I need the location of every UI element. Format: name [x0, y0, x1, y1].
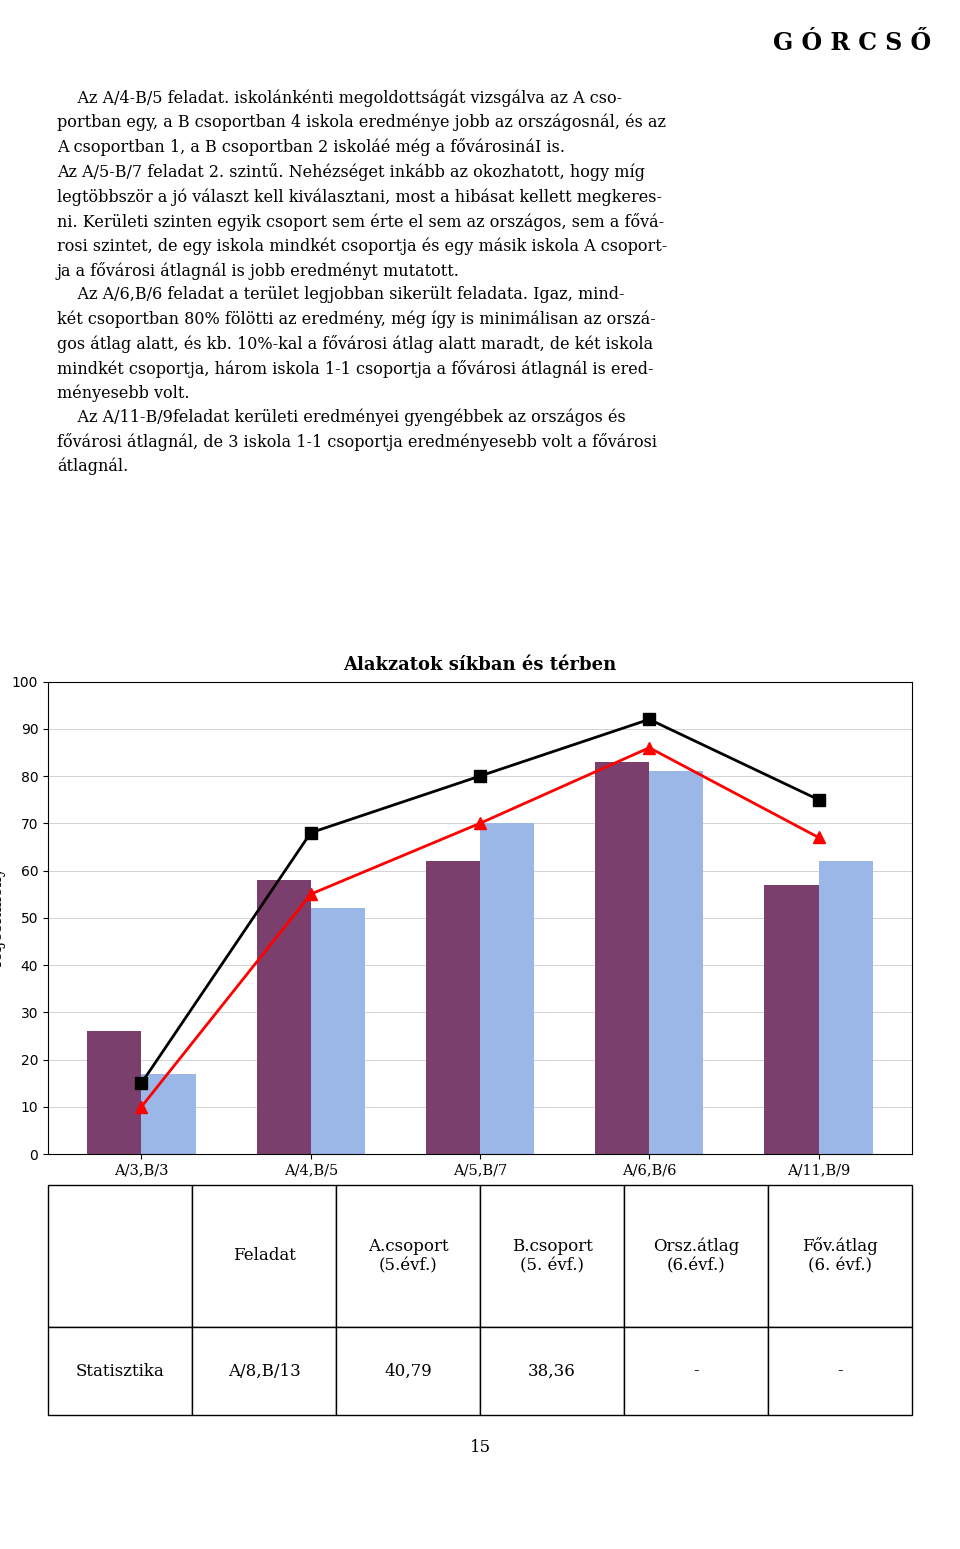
X-axis label: Feladat: Feladat	[447, 1187, 513, 1204]
Y-axis label: Teljesítmény: Teljesítmény	[0, 866, 7, 970]
Text: Az A/4-B/5 feladat. iskolánkénti megoldottságát vizsgálva az A cso-
portban egy,: Az A/4-B/5 feladat. iskolánkénti megoldo…	[57, 90, 667, 476]
Bar	[141, 1073, 196, 1154]
Text: G Ó R C S Ő: G Ó R C S Ő	[773, 31, 931, 54]
Bar	[426, 861, 480, 1154]
Bar	[148, 29, 180, 62]
Bar	[819, 861, 873, 1154]
Bar	[82, 29, 114, 62]
Legend: A csoport, B csoport, Országos átlag, Fővárosi átlag: A csoport, B csoport, Országos átlag, Fő…	[210, 1295, 750, 1326]
Bar	[649, 771, 704, 1154]
Bar	[480, 824, 534, 1154]
Bar	[347, 29, 379, 62]
Bar	[764, 884, 819, 1154]
Title: Alakzatok síkban és térben: Alakzatok síkban és térben	[344, 657, 616, 674]
Text: 15: 15	[469, 1439, 491, 1456]
Bar	[87, 1032, 141, 1154]
Bar	[214, 29, 247, 62]
Bar	[280, 29, 313, 62]
Bar	[595, 762, 649, 1154]
Bar	[311, 908, 365, 1154]
Bar	[256, 880, 311, 1154]
